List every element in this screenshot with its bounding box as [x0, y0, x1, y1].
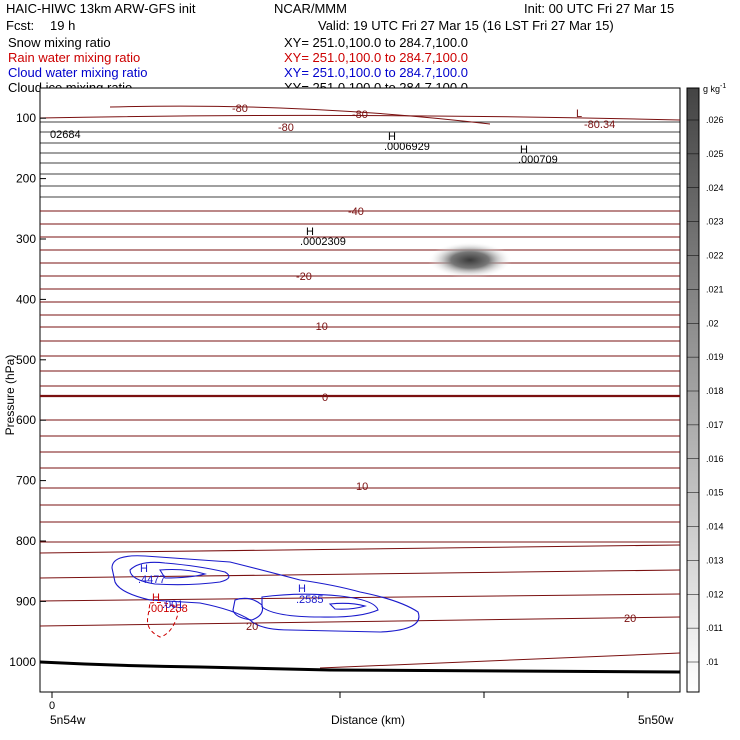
y-tick-label: 900: [16, 594, 36, 608]
org-title: NCAR/MMM: [274, 1, 347, 16]
y-tick-label: 1000: [9, 655, 36, 669]
high-value: .000709: [518, 154, 558, 166]
low-letter: L: [576, 108, 582, 120]
colorbar-tick-label: .024: [706, 183, 724, 193]
colorbar-tick-label: .015: [706, 488, 724, 498]
temp-label: -40: [348, 206, 364, 218]
high-value: .4477: [138, 574, 166, 586]
cloud-water-contour: [261, 593, 379, 618]
high-value: .001258: [148, 603, 188, 615]
cloud-water-label: .001: [162, 599, 183, 611]
temp-label: 20: [624, 613, 636, 625]
y-axis-title: Pressure (hPa): [3, 355, 17, 436]
temp-label: -10: [312, 321, 328, 333]
x-origin-label: 0: [49, 700, 55, 712]
colorbar-tick-label: .012: [706, 589, 724, 599]
high-letter: H: [152, 592, 160, 604]
low-value: -80.34: [584, 119, 615, 131]
isotherms: [39, 105, 681, 669]
y-tick-label: 200: [16, 172, 36, 186]
colorbar-tick-label: .019: [706, 352, 724, 362]
isotherm-line: [39, 569, 681, 579]
terrain-line: [39, 660, 681, 674]
isotherm-line: [39, 593, 681, 602]
high-letter: H: [388, 131, 396, 143]
y-tick-label: 700: [16, 474, 36, 488]
left-edge-value: 02684: [50, 129, 81, 141]
isotherm-line: [39, 114, 681, 121]
legend-cloud-water-name: Cloud water mixing ratio: [8, 65, 148, 80]
high-letter: H: [298, 583, 306, 595]
temp-label: -80: [278, 122, 294, 134]
colorbar-tick-label: .016: [706, 454, 724, 464]
high-letter: H: [306, 226, 314, 238]
isotherm-line: [109, 105, 491, 125]
high-letter: H: [140, 563, 148, 575]
legend-rain-name: Rain water mixing ratio: [8, 50, 141, 65]
legend-cloud-water-xy: XY= 251.0,100.0 to 284.7,100.0: [284, 65, 468, 80]
legend-snow-xy: XY= 251.0,100.0 to 284.7,100.0: [284, 35, 468, 50]
plot-frame: [39, 87, 681, 693]
temperature-labels: -80 -80 -80 -40 -20 -10 0 10 20 20: [232, 103, 636, 633]
temp-label: 20: [246, 621, 258, 633]
model-title: HAIC-HIWC 13km ARW-GFS init: [6, 1, 196, 16]
y-tick-label: 500: [16, 353, 36, 367]
colorbar-tick-label: .021: [706, 284, 724, 294]
legend-rain-xy: XY= 251.0,100.0 to 284.7,100.0: [284, 50, 468, 65]
colorbar-tick-label: .017: [706, 420, 724, 430]
rain-water-contour: [147, 602, 179, 638]
fcst-label: Fcst:: [6, 18, 35, 33]
colorbar-tick-label: .014: [706, 522, 724, 532]
extrema-markers: L -80.34 H .0006929 H .000709 H .0002309…: [50, 108, 615, 615]
y-tick-label: 800: [16, 534, 36, 548]
temp-label: -20: [296, 271, 312, 283]
colorbar-tick-label: .023: [706, 217, 724, 227]
cloud-water-contour: [232, 597, 264, 621]
colorbar-tick-label: .022: [706, 251, 724, 261]
y-tick-label: 400: [16, 292, 36, 306]
x-axis-title: Distance (km): [331, 713, 405, 727]
temp-label: 0: [322, 392, 328, 404]
colorbar-tick-label: .02: [706, 318, 719, 328]
colorbar-tick-label: .018: [706, 386, 724, 396]
cloud-water-contours: [111, 555, 420, 633]
isotherm-line: [319, 652, 681, 669]
temp-label: 10: [356, 481, 368, 493]
colorbar-tick-label: .026: [706, 115, 724, 125]
cloud-water-contour: [159, 568, 208, 579]
x-end-label: 5n50w: [638, 713, 674, 727]
high-value: .0002309: [300, 236, 346, 248]
cloud-ice-maximum: [428, 242, 512, 278]
temp-label: -80: [352, 109, 368, 121]
y-axis: 100 200 300 400 500 600 700 800 900 1000: [9, 111, 46, 669]
colorbar: [686, 87, 700, 693]
y-tick-label: 100: [16, 111, 36, 125]
legend-snow-name: Snow mixing ratio: [8, 35, 111, 50]
y-tick-label: 600: [16, 413, 36, 427]
high-value: .2585: [296, 594, 324, 606]
cloud-water-outer-contour: [111, 555, 420, 633]
isotherm-line: [39, 616, 681, 627]
snow-ice-lines: [40, 121, 680, 198]
valid-time: Valid: 19 UTC Fri 27 Mar 15 (16 LST Fri …: [318, 18, 614, 33]
cloud-water-contour: [328, 602, 367, 610]
init-time: Init: 00 UTC Fri 27 Mar 15: [524, 1, 675, 16]
colorbar-tick-label: .011: [706, 623, 723, 633]
temp-label: -80: [232, 103, 248, 115]
isotherm-line: [39, 544, 681, 554]
x-start-label: 5n54w: [50, 713, 86, 727]
fcst-value: 19 h: [50, 18, 76, 33]
high-letter: H: [520, 144, 528, 156]
colorbar-tick-label: .01: [706, 657, 719, 667]
high-value: .0006929: [384, 141, 430, 153]
cloud-water-contour: [129, 561, 230, 586]
colorbar-tick-label: .013: [706, 555, 724, 565]
colorbar-unit: g kg-1: [703, 83, 726, 94]
y-tick-label: 300: [16, 232, 36, 246]
colorbar-ticks: .01 .011 .012 .013 .014 .015 .016 .017 .018 .019.…: [687, 115, 724, 667]
colorbar-tick-label: .025: [706, 149, 724, 159]
